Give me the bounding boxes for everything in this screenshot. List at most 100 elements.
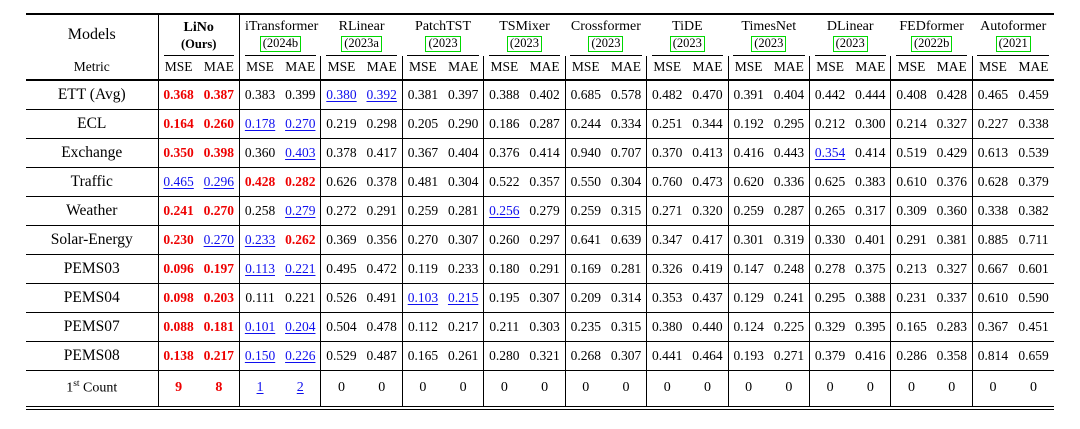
metric-value-cell: 0.375 <box>850 254 891 284</box>
model-year: (2023a <box>326 36 397 52</box>
metric-value-cell: 0.214 <box>890 109 932 139</box>
model-header-crossformer: Crossformer (2023 <box>565 14 646 56</box>
first-count-label: 1st Count <box>26 370 158 410</box>
metric-label-mae: MAE <box>768 55 810 81</box>
metric-label-mse: MSE <box>320 55 362 81</box>
count-value-cell: 0 <box>931 370 973 410</box>
table-row: PEMS04 0.098 0.203 0.111 0.221 0.526 0.491 0.10… <box>26 283 1054 313</box>
dataset-label: PEMS03 <box>26 254 158 284</box>
metric-value-cell: 0.344 <box>687 109 729 139</box>
dataset-label: Weather <box>26 196 158 226</box>
metric-value-cell: 0.197 <box>198 254 240 284</box>
count-value-cell: 0 <box>401 370 444 410</box>
metric-value-cell: 0.940 <box>564 138 606 168</box>
count-value-cell: 0 <box>320 370 362 410</box>
metric-value-cell: 0.181 <box>198 312 240 342</box>
citation-year-link[interactable]: (2023 <box>751 36 787 52</box>
metric-value-cell: 0.381 <box>401 79 444 110</box>
metric-value-cell: 0.233 <box>443 254 484 284</box>
count-value-cell: 9 <box>157 370 199 410</box>
metric-value-cell: 0.271 <box>646 196 688 226</box>
metric-value-cell: 0.639 <box>605 225 647 255</box>
metric-value-cell: 0.470 <box>687 79 729 110</box>
citation-year-link[interactable]: (2023 <box>669 36 705 52</box>
table-row: Traffic 0.465 0.296 0.428 0.282 0.626 0.378 0.4… <box>26 167 1054 197</box>
model-name: LiNo <box>183 19 214 35</box>
count-value-cell: 0 <box>1013 370 1054 410</box>
citation-year-link[interactable]: (2022b <box>910 36 953 52</box>
metric-value-cell: 0.195 <box>483 283 525 313</box>
metric-value-cell: 0.233 <box>238 225 281 255</box>
metric-value-cell: 0.165 <box>890 312 932 342</box>
metric-value-cell: 0.303 <box>524 312 566 342</box>
metric-value-cell: 0.641 <box>564 225 606 255</box>
metric-value-cell: 0.291 <box>361 196 403 226</box>
model-name: TimesNet <box>741 19 797 34</box>
metric-value-cell: 0.212 <box>809 109 851 139</box>
metric-value-cell: 0.613 <box>971 138 1014 168</box>
metric-value-cell: 0.491 <box>361 283 403 313</box>
dataset-label: PEMS04 <box>26 283 158 313</box>
metric-value-cell: 0.262 <box>280 225 321 255</box>
metric-value-cell: 0.309 <box>890 196 932 226</box>
metric-value-cell: 0.258 <box>238 196 281 226</box>
metric-label-mae: MAE <box>524 55 566 81</box>
metric-header-row: Metric MSE MAE MSE MAE MSE MAE MSE MAE MSE MAE MSE M… <box>26 55 1054 81</box>
citation-year-link[interactable]: (2024b <box>259 36 302 52</box>
metric-value-cell: 0.399 <box>280 79 321 110</box>
metric-value-cell: 0.319 <box>768 225 810 255</box>
metric-value-cell: 0.111 <box>238 283 281 313</box>
metric-value-cell: 0.369 <box>320 225 362 255</box>
citation-year-link[interactable]: (2023a <box>341 36 382 52</box>
citation-year-link[interactable]: (2023 <box>506 36 543 52</box>
metric-value-cell: 0.504 <box>320 312 362 342</box>
metric-value-cell: 0.550 <box>564 167 606 197</box>
metric-value-cell: 0.388 <box>850 283 891 313</box>
table-row: PEMS08 0.138 0.217 0.150 0.226 0.529 0.487 0.16… <box>26 341 1054 371</box>
metric-value-cell: 0.227 <box>971 109 1014 139</box>
model-year: (2023 <box>407 36 478 52</box>
model-name: Crossformer <box>570 19 641 34</box>
metric-value-cell: 0.281 <box>443 196 484 226</box>
metric-value-cell: 0.317 <box>850 196 891 226</box>
model-year: (2023 <box>570 36 641 52</box>
citation-year-link[interactable]: (2023 <box>832 36 868 52</box>
metric-value-cell: 0.291 <box>524 254 566 284</box>
results-table: Models LiNo (Ours) iTransformer (2024b RLinea… <box>26 13 1054 410</box>
model-header-rule: PatchTST (2023 <box>407 18 479 56</box>
metric-value-cell: 0.180 <box>483 254 525 284</box>
metric-value-cell: 0.301 <box>727 225 769 255</box>
citation-year-link[interactable]: (2021 <box>995 36 1031 52</box>
citation-year-link[interactable]: (2023 <box>425 36 461 52</box>
count-value-cell: 0 <box>361 370 403 410</box>
model-header-rule: Autoformer (2021 <box>977 18 1049 56</box>
metric-label-mae: MAE <box>1013 55 1054 81</box>
citation-year-link[interactable]: (2023 <box>588 36 624 52</box>
metric-label-mae: MAE <box>443 55 484 81</box>
model-year: (2021 <box>977 36 1049 52</box>
metric-value-cell: 0.338 <box>1013 109 1054 139</box>
metric-value-cell: 0.440 <box>687 312 729 342</box>
metric-value-cell: 0.395 <box>850 312 891 342</box>
metric-value-cell: 0.270 <box>198 196 240 226</box>
metric-label-mae: MAE <box>931 55 973 81</box>
metric-value-cell: 0.204 <box>280 312 321 342</box>
model-header-rule: TSMixer (2023 <box>488 18 561 56</box>
metric-value-cell: 0.414 <box>524 138 566 168</box>
metric-value-cell: 0.368 <box>157 79 199 110</box>
metric-value-cell: 0.402 <box>524 79 566 110</box>
metric-value-cell: 0.304 <box>443 167 484 197</box>
model-header-rule: TiDE (2023 <box>651 18 724 56</box>
metric-value-cell: 0.519 <box>890 138 932 168</box>
metric-value-cell: 0.404 <box>768 79 810 110</box>
metric-value-cell: 0.404 <box>443 138 484 168</box>
metric-value-cell: 0.685 <box>564 79 606 110</box>
metric-value-cell: 0.244 <box>564 109 606 139</box>
metric-value-cell: 0.428 <box>238 167 281 197</box>
count-label-post: Count <box>79 380 118 396</box>
metric-value-cell: 0.193 <box>727 341 769 371</box>
model-name: Autoformer <box>980 19 1047 34</box>
metric-value-cell: 0.378 <box>320 138 362 168</box>
metric-value-cell: 0.464 <box>687 341 729 371</box>
metric-value-cell: 0.417 <box>687 225 729 255</box>
